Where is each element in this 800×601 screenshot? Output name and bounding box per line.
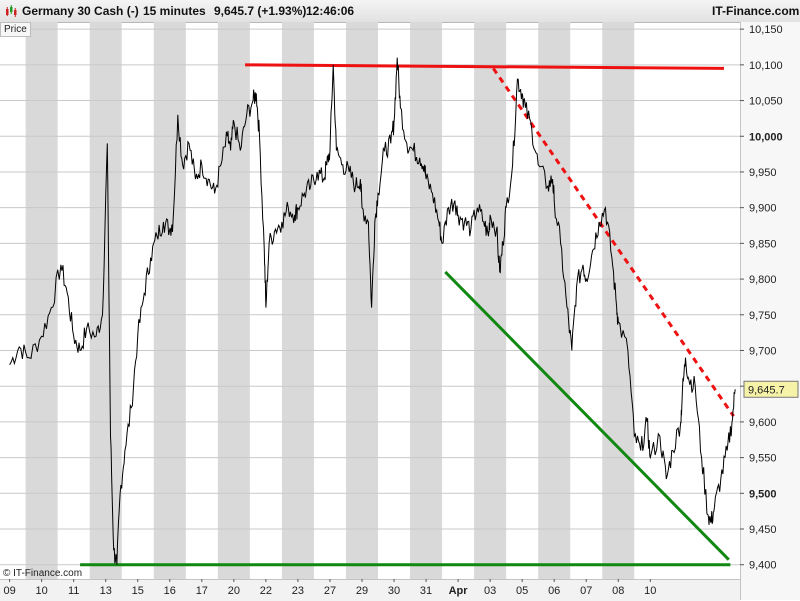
x-tick-label: 08 xyxy=(612,585,624,597)
session-band xyxy=(602,22,635,579)
session-band xyxy=(89,22,122,579)
session-band xyxy=(281,22,314,579)
x-tick-label: 29 xyxy=(356,585,368,597)
last-price-box xyxy=(743,380,799,398)
y-tick-label: 10,150 xyxy=(749,24,783,36)
x-tick-label: 30 xyxy=(388,585,400,597)
y-tick-label: 9,950 xyxy=(749,167,777,179)
x-tick-label: 31 xyxy=(420,585,432,597)
session-band xyxy=(410,22,443,579)
chart-header: Germany 30 Cash (-) 15 minutes 9,645.7 (… xyxy=(0,0,800,23)
y-tick-label: 9,450 xyxy=(749,524,777,536)
x-tick-label: 10 xyxy=(36,585,48,597)
copyright-text: © IT-Finance.com xyxy=(3,568,83,579)
y-tick-label: 9,500 xyxy=(749,488,777,500)
y-tick-label: 9,750 xyxy=(749,310,777,322)
timeframe-label: 15 minutes xyxy=(143,4,206,18)
y-tick-label: 10,000 xyxy=(749,131,783,143)
x-tick-label: 13 xyxy=(100,585,112,597)
resistance-descending-line xyxy=(492,67,735,418)
x-tick-label: 16 xyxy=(164,585,176,597)
session-band xyxy=(217,22,250,579)
x-tick-label: 22 xyxy=(260,585,272,597)
session-band xyxy=(538,22,571,579)
y-tick-label: 10,100 xyxy=(749,60,783,72)
candlestick-logo-icon xyxy=(5,5,17,20)
x-tick-label: 09 xyxy=(3,585,15,597)
x-tick-label: 03 xyxy=(484,585,496,597)
trendlines xyxy=(80,63,735,567)
clock-time: 12:46:06 xyxy=(306,4,355,18)
last-price-marker: 9,645.7 xyxy=(743,380,799,398)
y-tick-label: 9,600 xyxy=(749,417,777,429)
price-line xyxy=(9,57,736,565)
y-tick-label: 9,550 xyxy=(749,453,777,465)
support-descending-line xyxy=(444,270,730,561)
x-tick-label: 17 xyxy=(196,585,208,597)
price-axis: 9,4009,4509,5009,5509,6009,6509,7009,750… xyxy=(740,24,783,572)
x-tick-label: 10 xyxy=(644,585,656,597)
session-band xyxy=(345,22,379,579)
instrument-title: Germany 30 Cash (-) xyxy=(22,4,139,18)
y-tick-label: 9,400 xyxy=(749,560,777,572)
x-tick-label: 23 xyxy=(292,585,304,597)
time-axis-panel xyxy=(0,579,740,601)
x-tick-label: 15 xyxy=(132,585,144,597)
resistance-horizontal-line xyxy=(245,63,724,70)
y-tick-label: 9,700 xyxy=(749,345,777,357)
brand-link[interactable]: IT-Finance.com xyxy=(712,4,800,18)
session-band xyxy=(153,22,186,579)
session-bands xyxy=(25,22,635,579)
x-tick-label: 20 xyxy=(228,585,240,597)
price-tab[interactable]: Price xyxy=(0,22,31,37)
x-tick-label: 07 xyxy=(580,585,592,597)
last-price-label: 9,645.7 xyxy=(748,384,785,396)
y-tick-label: 9,850 xyxy=(749,238,777,250)
x-tick-label: Apr xyxy=(449,585,469,597)
y-tick-label: 9,900 xyxy=(749,203,777,215)
session-band xyxy=(25,22,58,579)
x-tick-label: 11 xyxy=(68,585,79,597)
last-price-change: 9,645.7 (+1.93%) xyxy=(214,4,307,18)
session-band xyxy=(474,22,507,579)
y-tick-label: 10,050 xyxy=(749,96,783,108)
x-tick-label: 27 xyxy=(324,585,336,597)
price-axis-panel xyxy=(740,22,800,600)
x-tick-label: 06 xyxy=(548,585,560,597)
time-axis: 09 10 11 13 15 16 17 20 22 23 27 29 30 31 Apr 03 05 06 07 0… xyxy=(3,579,656,597)
x-tick-label: 05 xyxy=(516,585,528,597)
y-tick-label: 9,800 xyxy=(749,274,777,286)
